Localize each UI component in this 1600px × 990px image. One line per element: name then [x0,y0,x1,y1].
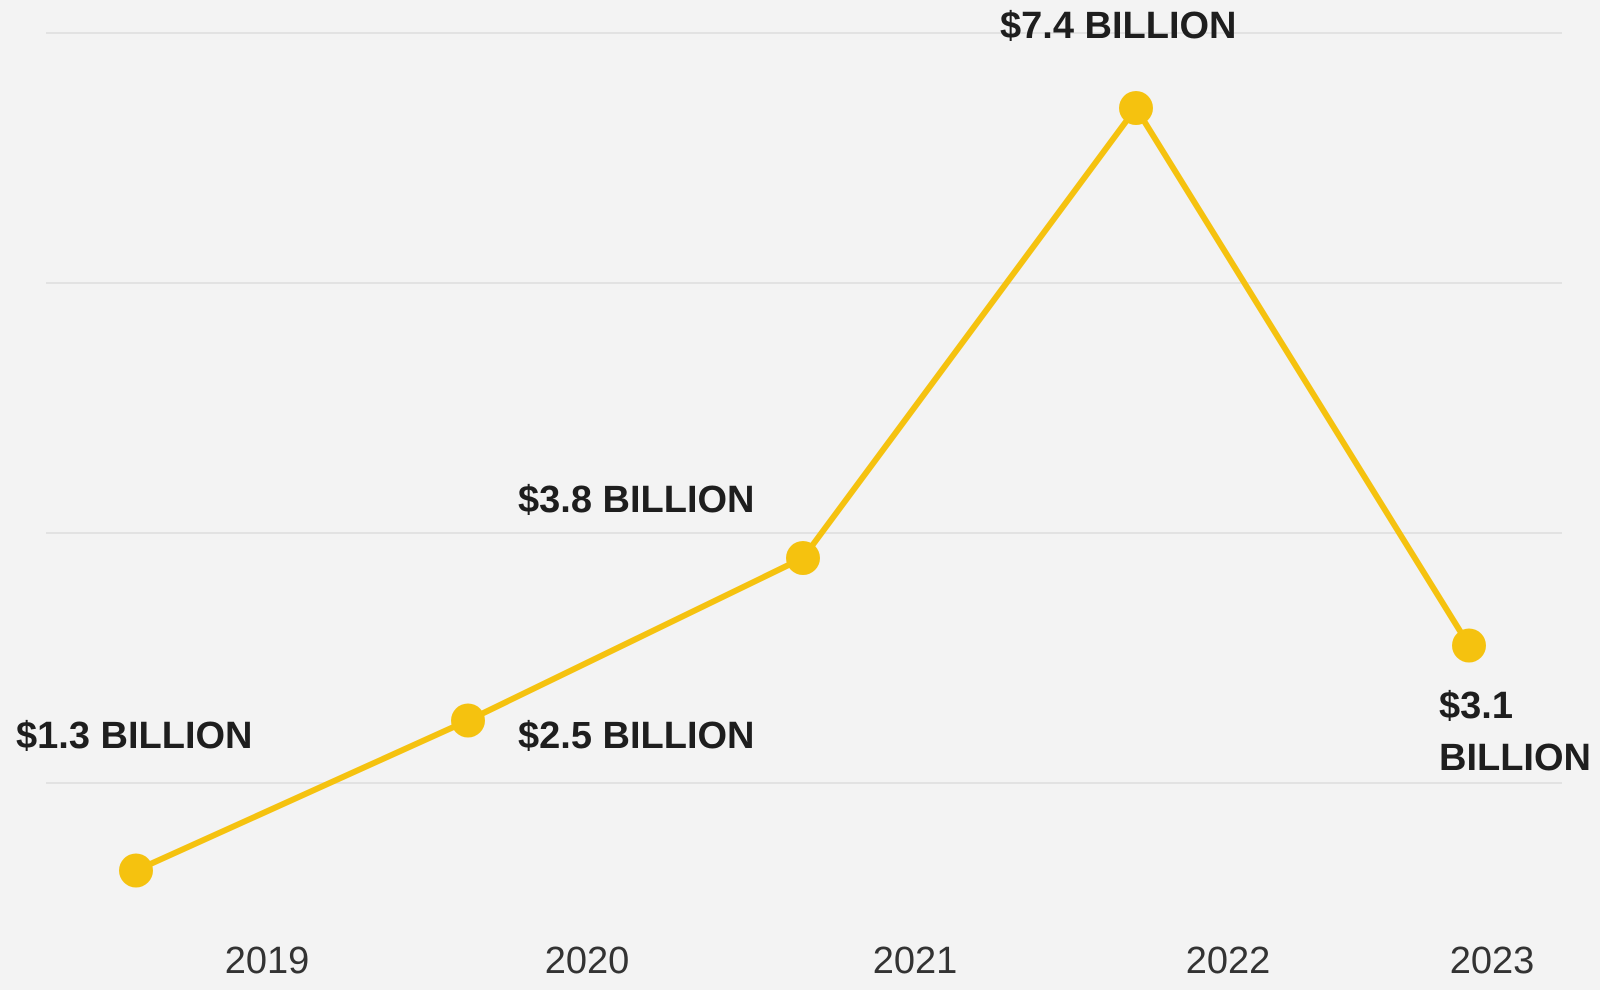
value-label: $3.8 BILLION [518,479,755,521]
data-line [134,105,1472,874]
x-tick-label: 2019 [224,940,310,982]
data-point [786,541,820,575]
value-label: $1.3 BILLION [16,715,253,757]
x-tick-label: 2022 [1185,940,1271,982]
value-label: $3.1 BILLION [1439,685,1591,779]
x-tick-label: 2021 [872,940,958,982]
value-label: $2.5 BILLION [518,715,755,757]
data-point [1119,91,1153,125]
value-label: $7.4 BILLION [1000,5,1237,47]
data-point [119,853,153,888]
x-tick-label: 2023 [1449,940,1535,982]
data-point [1452,628,1486,663]
data-point [451,703,485,738]
x-tick-label: 2020 [544,940,630,982]
